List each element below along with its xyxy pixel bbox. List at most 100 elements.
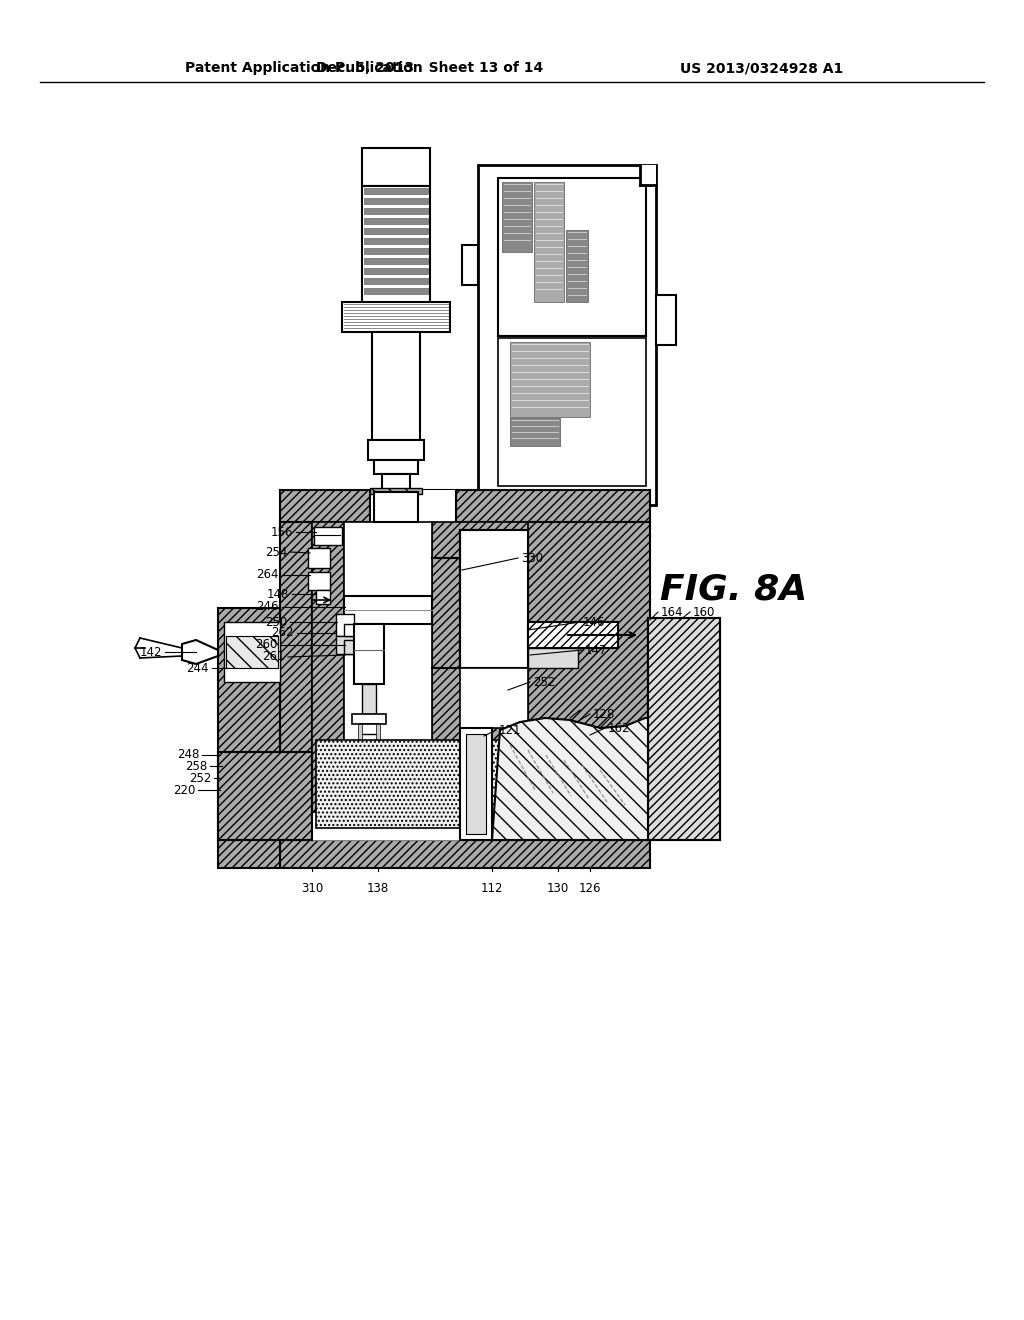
Bar bbox=[280, 490, 650, 521]
Text: Patent Application Publication: Patent Application Publication bbox=[185, 61, 423, 75]
Text: 248: 248 bbox=[176, 748, 199, 762]
Bar bbox=[364, 257, 428, 264]
Bar bbox=[370, 488, 422, 494]
Text: US 2013/0324928 A1: US 2013/0324928 A1 bbox=[680, 61, 843, 75]
Polygon shape bbox=[492, 718, 648, 840]
Bar bbox=[218, 609, 280, 840]
Bar bbox=[314, 527, 342, 545]
Text: 138: 138 bbox=[367, 882, 389, 895]
Bar bbox=[362, 148, 430, 186]
Text: 262: 262 bbox=[271, 627, 294, 639]
Text: 162: 162 bbox=[608, 722, 631, 734]
Bar bbox=[364, 268, 428, 275]
Bar bbox=[362, 186, 430, 304]
Text: 244: 244 bbox=[186, 661, 209, 675]
Text: 260: 260 bbox=[255, 639, 278, 652]
Text: 160: 160 bbox=[693, 606, 716, 619]
Bar bbox=[316, 590, 330, 605]
Text: 146: 146 bbox=[583, 615, 605, 628]
Bar bbox=[308, 548, 330, 568]
Text: 121: 121 bbox=[499, 723, 521, 737]
Text: 147: 147 bbox=[585, 644, 607, 656]
Bar bbox=[218, 840, 280, 869]
Bar bbox=[364, 279, 428, 284]
Text: 142: 142 bbox=[139, 645, 162, 659]
Bar bbox=[460, 668, 528, 729]
Bar bbox=[224, 622, 280, 682]
Bar bbox=[374, 492, 418, 521]
Bar bbox=[376, 723, 380, 744]
Bar bbox=[510, 418, 560, 446]
Text: 254: 254 bbox=[264, 545, 287, 558]
Bar bbox=[656, 294, 676, 345]
Bar bbox=[358, 723, 362, 744]
Bar bbox=[336, 614, 354, 636]
Bar bbox=[502, 182, 532, 252]
Bar bbox=[478, 165, 656, 506]
Text: 112: 112 bbox=[480, 882, 503, 895]
Bar bbox=[460, 531, 528, 668]
Bar bbox=[370, 490, 456, 521]
Bar bbox=[364, 238, 428, 244]
Bar bbox=[308, 572, 330, 590]
Bar bbox=[528, 622, 618, 648]
Bar bbox=[344, 640, 368, 653]
Bar bbox=[352, 714, 386, 723]
Bar bbox=[368, 440, 424, 459]
Text: 126: 126 bbox=[579, 882, 601, 895]
Bar bbox=[344, 597, 432, 624]
Bar bbox=[382, 474, 410, 492]
Bar bbox=[460, 729, 492, 840]
Bar bbox=[364, 218, 428, 224]
Polygon shape bbox=[182, 640, 218, 664]
Text: 156: 156 bbox=[270, 525, 293, 539]
Bar bbox=[354, 624, 384, 684]
Bar bbox=[498, 338, 646, 486]
Bar bbox=[312, 521, 528, 840]
Text: 250: 250 bbox=[265, 615, 287, 628]
Bar bbox=[364, 198, 428, 205]
Bar bbox=[364, 248, 428, 253]
Bar bbox=[312, 521, 344, 812]
Bar bbox=[498, 178, 646, 337]
Bar bbox=[374, 459, 418, 474]
Text: 264: 264 bbox=[256, 569, 279, 582]
Text: 252: 252 bbox=[188, 771, 211, 784]
Bar bbox=[364, 228, 428, 234]
Text: 310: 310 bbox=[301, 882, 324, 895]
Text: 220: 220 bbox=[173, 784, 195, 796]
Bar bbox=[360, 723, 378, 744]
Bar bbox=[344, 521, 432, 812]
Text: 130: 130 bbox=[547, 882, 569, 895]
Bar bbox=[226, 636, 278, 668]
Bar bbox=[342, 302, 450, 333]
Bar bbox=[648, 618, 720, 840]
Text: 261: 261 bbox=[262, 651, 285, 664]
Bar bbox=[364, 187, 428, 194]
Text: 330: 330 bbox=[521, 552, 543, 565]
Text: Dec. 5, 2013   Sheet 13 of 14: Dec. 5, 2013 Sheet 13 of 14 bbox=[316, 61, 544, 75]
Bar bbox=[316, 741, 518, 828]
Bar bbox=[280, 521, 312, 840]
Bar bbox=[534, 182, 564, 302]
Polygon shape bbox=[640, 165, 656, 185]
Bar bbox=[528, 648, 578, 668]
Text: 148: 148 bbox=[266, 587, 289, 601]
Bar bbox=[336, 636, 354, 653]
Text: FIG. 8A: FIG. 8A bbox=[660, 573, 807, 607]
Bar bbox=[218, 752, 312, 840]
Bar bbox=[528, 521, 650, 840]
Text: 128: 128 bbox=[593, 708, 615, 721]
Bar bbox=[362, 684, 376, 714]
Bar bbox=[510, 342, 590, 417]
Bar bbox=[364, 288, 428, 294]
Bar bbox=[344, 624, 368, 636]
Bar bbox=[566, 230, 588, 302]
Bar bbox=[466, 734, 486, 834]
Bar bbox=[462, 246, 478, 285]
Text: 258: 258 bbox=[184, 759, 207, 772]
Bar bbox=[372, 333, 420, 440]
Bar bbox=[280, 840, 650, 869]
Text: 164: 164 bbox=[662, 606, 683, 619]
Bar bbox=[364, 209, 428, 214]
